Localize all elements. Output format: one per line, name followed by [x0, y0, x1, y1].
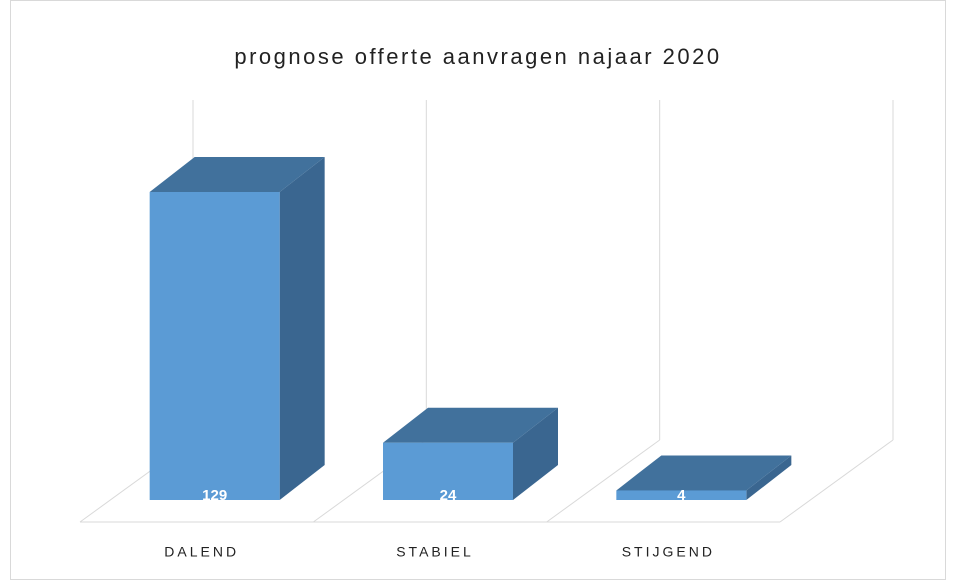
- data-label: 4: [677, 487, 686, 504]
- x-tick-label: DALEND: [164, 544, 239, 560]
- x-tick-label: STIJGEND: [622, 544, 715, 560]
- bar-top: [616, 455, 792, 491]
- bar-top: [383, 407, 558, 443]
- floor: [79, 100, 894, 523]
- bar: [383, 442, 513, 500]
- floor-edge: [546, 439, 660, 523]
- bar-side: [746, 455, 792, 500]
- data-label: 129: [202, 487, 227, 504]
- x-tick-label: STABIEL: [396, 544, 474, 560]
- floor-edge: [779, 439, 894, 523]
- bar-top: [149, 157, 325, 192]
- chart-title: prognose offerte aanvragen najaar 2020: [234, 44, 721, 69]
- data-label: 24: [440, 487, 457, 504]
- bar: [149, 192, 280, 500]
- bar-side: [279, 157, 325, 500]
- bar-side: [513, 407, 558, 500]
- bar: [616, 490, 747, 500]
